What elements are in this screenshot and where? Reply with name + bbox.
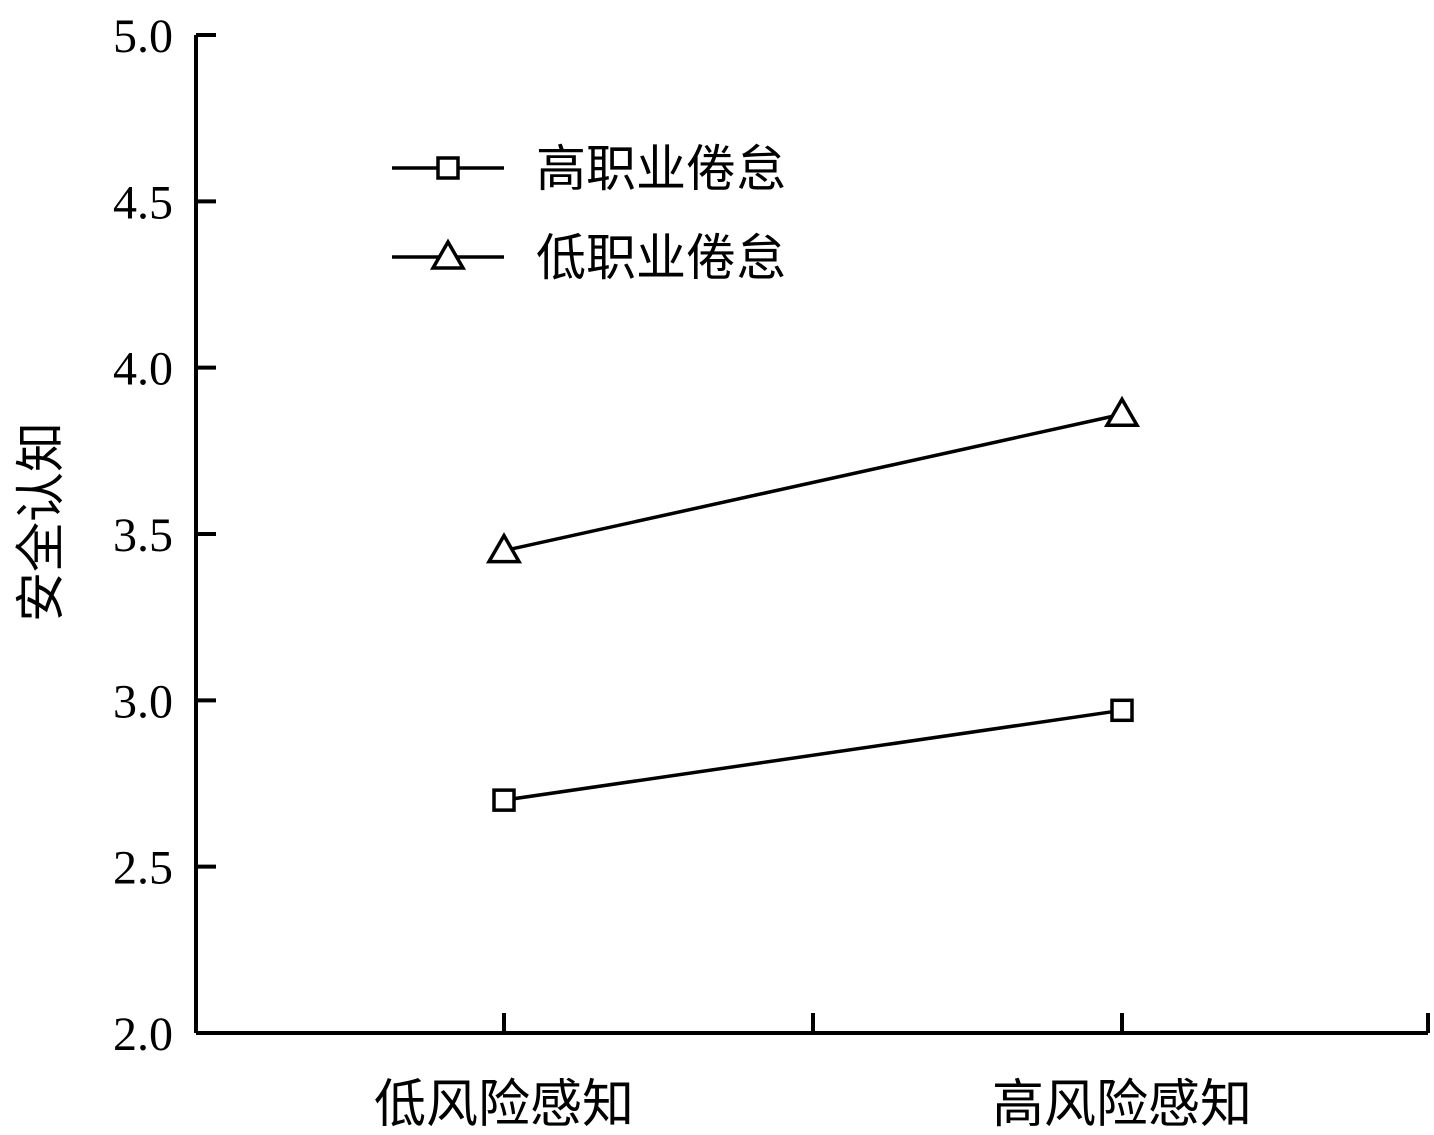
square-data-point [492,788,516,812]
series-low-burnout [485,395,1141,564]
y-axis-ticks: 2.0 2.5 3.0 3.5 4.0 4.5 5.0 [113,10,216,1061]
y-tick-label: 3.5 [113,509,173,562]
y-axis-title: 安全认知 [12,422,70,622]
y-tick-label: 4.0 [113,343,173,396]
y-tick-label: 4.5 [113,176,173,229]
legend-item: 低职业倦怠 [392,229,786,287]
series-line [503,412,1123,553]
legend-item: 高职业倦怠 [392,140,786,198]
x-axis-ticks: 低风险感知 高风险感知 [374,1013,1430,1135]
legend-label: 高职业倦怠 [536,140,786,198]
x-category-label: 低风险感知 [374,1075,634,1135]
series-line [503,708,1123,802]
y-tick-label: 5.0 [113,10,173,63]
legend-label: 低职业倦怠 [536,229,786,287]
x-category-label: 高风险感知 [992,1075,1252,1135]
triangle-data-point [485,532,523,564]
y-tick-label: 2.5 [113,842,173,895]
legend-square-icon [436,156,460,180]
triangle-data-point [1103,395,1141,427]
square-data-point [1110,698,1134,723]
axes [194,35,1428,1035]
series-high-burnout [492,698,1134,812]
series-group [485,395,1141,812]
legend-triangle-icon [429,238,467,270]
y-tick-label: 3.0 [113,675,173,728]
y-tick-label: 2.0 [113,1008,173,1061]
